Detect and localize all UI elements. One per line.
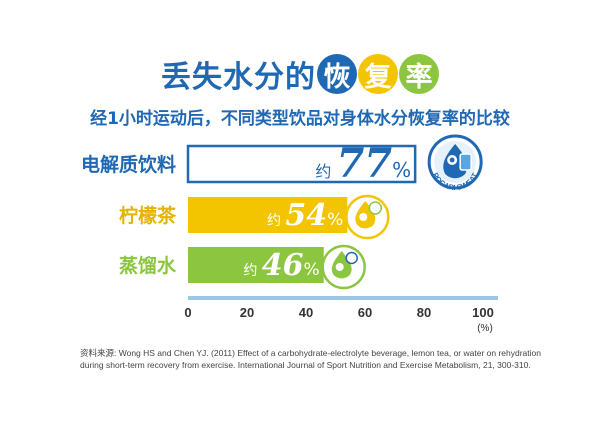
bar-chart: 电解质饮料 约 77% POCARI SWEAT 柠檬茶 约 54% 蒸馏水 约 46% 0 2… (81, 134, 498, 334)
x-tick-label: 80 (417, 305, 431, 320)
category-label: 电解质饮料 (81, 153, 176, 176)
x-tick-label: 60 (358, 305, 372, 320)
distilled-water-drop-icon (321, 244, 366, 290)
drop-eye (359, 213, 368, 221)
category-label: 柠檬茶 (119, 204, 177, 227)
water-glass (345, 251, 358, 265)
source-citation: 资料来源: Wong HS and Chen YJ. (2011) Effect… (80, 348, 541, 370)
bottle-shape (459, 153, 472, 171)
x-tick-label: 20 (240, 305, 254, 320)
drop-pupil (449, 157, 455, 163)
drop-eye (335, 263, 344, 271)
x-axis-unit: (%) (477, 323, 493, 334)
x-tick-label: 100 (472, 305, 494, 320)
x-tick-label: 40 (299, 305, 313, 320)
lemon-tea-drop-icon (345, 194, 390, 240)
title-highlight-1: 恢 (317, 54, 357, 94)
category-label: 蒸馏水 (119, 254, 177, 277)
data-label: 约 54% (267, 198, 343, 233)
data-label: 约 77% (315, 140, 411, 187)
bar (188, 197, 348, 233)
x-tick-label: 0 (184, 305, 191, 320)
data-label: 约 46% (243, 248, 319, 283)
lemon-slice (368, 201, 383, 215)
title-text: 丢失水分的 (161, 60, 316, 95)
bar (188, 247, 324, 283)
title-highlight-2: 复 (358, 54, 398, 94)
chart-subtitle: 经1小时运动后，不同类型饮品对身体水分恢复率的比较 (90, 109, 510, 129)
bar (186, 144, 417, 184)
chart-title: 丢失水分的 恢 复 率 (0, 52, 600, 96)
title-highlight-3: 率 (399, 54, 439, 94)
pocari-sweat-drop-icon: POCARI SWEAT (427, 134, 483, 192)
